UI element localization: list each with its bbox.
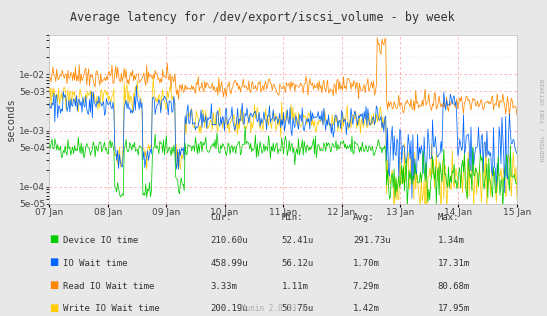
Text: 291.73u: 291.73u [353, 236, 391, 245]
Text: 3.33m: 3.33m [211, 282, 237, 290]
Text: 56.12u: 56.12u [282, 259, 314, 268]
Text: ■: ■ [49, 280, 59, 290]
Text: Max:: Max: [438, 213, 459, 222]
Text: Munin 2.0.33-1: Munin 2.0.33-1 [241, 305, 306, 313]
Text: 17.31m: 17.31m [438, 259, 470, 268]
Text: Write IO Wait time: Write IO Wait time [63, 304, 160, 313]
Text: 7.29m: 7.29m [353, 282, 380, 290]
Text: ■: ■ [49, 303, 59, 313]
Text: ■: ■ [49, 234, 59, 245]
Text: Read IO Wait time: Read IO Wait time [63, 282, 154, 290]
Text: 80.68m: 80.68m [438, 282, 470, 290]
Text: 1.34m: 1.34m [438, 236, 464, 245]
Text: 458.99u: 458.99u [211, 259, 248, 268]
Text: 200.19u: 200.19u [211, 304, 248, 313]
Text: Min:: Min: [282, 213, 303, 222]
Text: 17.95m: 17.95m [438, 304, 470, 313]
Text: Device IO time: Device IO time [63, 236, 138, 245]
Text: 1.42m: 1.42m [353, 304, 380, 313]
Text: 1.11m: 1.11m [282, 282, 309, 290]
Text: RRDTOOL / TOBI OETIKER: RRDTOOL / TOBI OETIKER [540, 79, 545, 161]
Text: Average latency for /dev/export/iscsi_volume - by week: Average latency for /dev/export/iscsi_vo… [70, 11, 455, 24]
Text: Cur:: Cur: [211, 213, 232, 222]
Text: 50.76u: 50.76u [282, 304, 314, 313]
Text: ■: ■ [49, 257, 59, 267]
Text: IO Wait time: IO Wait time [63, 259, 127, 268]
Text: 52.41u: 52.41u [282, 236, 314, 245]
Y-axis label: seconds: seconds [6, 97, 16, 141]
Text: 1.70m: 1.70m [353, 259, 380, 268]
Text: 210.60u: 210.60u [211, 236, 248, 245]
Text: Avg:: Avg: [353, 213, 374, 222]
